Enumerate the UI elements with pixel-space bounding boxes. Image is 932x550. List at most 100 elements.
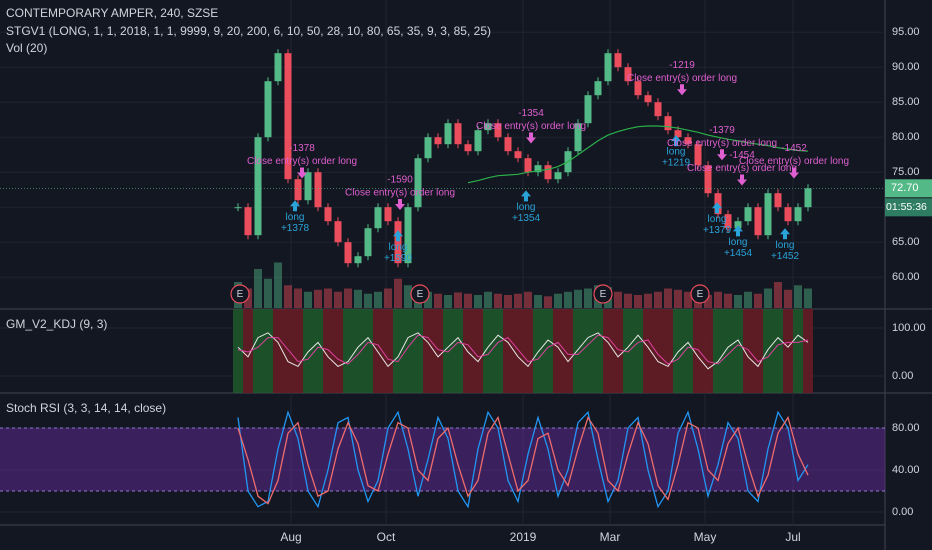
earnings-label: E — [417, 289, 424, 300]
exit-profit: -1454 — [729, 150, 755, 161]
kdj-background — [273, 309, 283, 393]
kdj-background — [233, 309, 243, 393]
volume-bar — [554, 293, 562, 308]
candle-body — [614, 53, 622, 68]
exit-profit: -1590 — [387, 175, 413, 186]
candle-body — [294, 179, 302, 201]
volume-bar — [324, 288, 332, 308]
volume-bar — [484, 291, 492, 308]
entry-profit: +1354 — [512, 213, 541, 224]
exit-profit: -1354 — [518, 108, 544, 119]
earnings-marker — [593, 284, 613, 304]
candle-body — [234, 207, 242, 209]
exit-profit: -1219 — [669, 60, 695, 71]
kdj-background — [533, 309, 543, 393]
entry-arrow — [671, 135, 681, 147]
y-tick-label: 40.00 — [892, 464, 920, 476]
candle-body — [244, 207, 252, 236]
kdj-background — [713, 309, 723, 393]
kdj-background — [593, 309, 603, 393]
volume-bar — [674, 289, 682, 308]
volume-bar — [274, 262, 282, 308]
exit-arrow — [717, 149, 727, 161]
candle-body — [444, 123, 452, 145]
x-tick-label: Mar — [600, 530, 621, 544]
candle-body — [464, 144, 472, 152]
kdj-background — [353, 309, 363, 393]
exit-arrow — [737, 174, 747, 186]
kdj-background — [363, 309, 373, 393]
volume-bar — [524, 291, 532, 308]
volume-bar — [434, 293, 442, 308]
kdj-background — [323, 309, 333, 393]
candle-body — [334, 221, 342, 243]
candle-body — [254, 137, 262, 236]
kdj-background — [753, 309, 763, 393]
volume-bar — [654, 291, 662, 308]
entry-profit: +1590 — [384, 253, 413, 264]
entry-arrow — [290, 200, 300, 212]
x-tick-label: Oct — [377, 530, 396, 544]
volume-bar — [804, 288, 812, 308]
kdj-background — [293, 309, 303, 393]
kdj-background — [793, 309, 803, 393]
exit-label: Close entry(s) order long — [476, 121, 586, 132]
x-tick-label: Aug — [280, 530, 301, 544]
candle-body — [644, 95, 652, 103]
candle-body — [784, 207, 792, 222]
y-tick-label: 0.00 — [892, 370, 913, 382]
entry-label: long — [708, 214, 727, 225]
candle-body — [304, 172, 312, 201]
kdj-background — [543, 309, 553, 393]
volume-bar — [314, 289, 322, 308]
volume-bar — [664, 288, 672, 308]
earnings-label: E — [237, 289, 244, 300]
kdj-background — [243, 309, 253, 393]
entry-label: long — [286, 212, 305, 223]
volume-bar — [644, 293, 652, 308]
entry-profit: +1454 — [724, 248, 753, 259]
candle-body — [634, 81, 642, 96]
kdj-background — [433, 309, 443, 393]
kdj-background — [573, 309, 583, 393]
stoch-title: Stoch RSI (3, 3, 14, 14, close) — [6, 401, 166, 415]
stoch-band — [0, 427, 885, 491]
candle-body — [324, 207, 332, 222]
volume-bar — [254, 269, 262, 308]
candle-body — [594, 81, 602, 96]
kdj-background — [623, 309, 633, 393]
exit-label: Close entry(s) order long — [247, 156, 357, 167]
y-tick-label: 80.00 — [892, 131, 920, 143]
y-tick-label: 65.00 — [892, 236, 920, 248]
kdj-background — [663, 309, 673, 393]
y-tick-label: 60.00 — [892, 271, 920, 283]
candle-body — [344, 242, 352, 264]
volume-bar — [534, 295, 542, 308]
volume-bar — [714, 291, 722, 308]
kdj-background — [453, 309, 463, 393]
candle-body — [394, 221, 402, 264]
candle-body — [354, 256, 362, 264]
candle-body — [474, 130, 482, 152]
entry-profit: +1452 — [771, 251, 800, 262]
candle-body — [534, 165, 542, 173]
moving-average — [467, 125, 809, 184]
candle-body — [364, 228, 372, 257]
volume-bar — [334, 291, 342, 308]
earnings-label: E — [697, 289, 704, 300]
candle-body — [744, 207, 752, 222]
candle-body — [804, 188, 812, 208]
kdj-background — [583, 309, 593, 393]
entry-label: long — [667, 147, 686, 158]
kdj-background — [653, 309, 663, 393]
exit-arrow — [297, 167, 307, 179]
volume-bar — [754, 293, 762, 308]
kdj-background — [503, 309, 513, 393]
volume-bar — [774, 282, 782, 308]
stoch-line — [237, 410, 809, 509]
candle-body — [624, 67, 632, 82]
volume-bar — [354, 289, 362, 308]
kdj-line — [237, 334, 809, 365]
candle-body — [284, 53, 292, 180]
